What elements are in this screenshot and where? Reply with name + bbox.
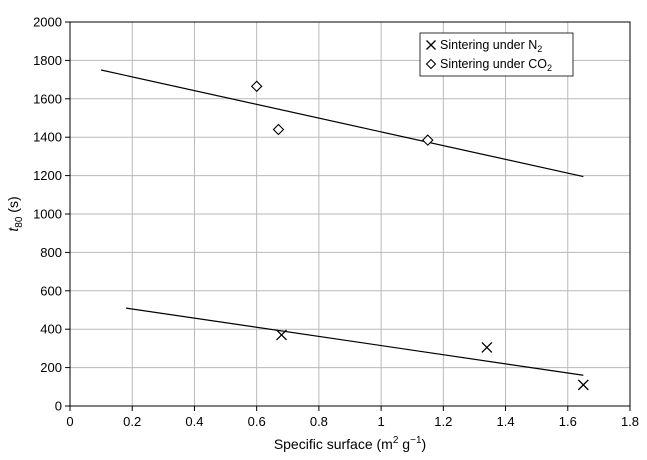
x-axis-label: Specific surface (m2 g−1) [274, 435, 426, 452]
y-tick-label: 1400 [33, 130, 62, 145]
y-tick-label: 1800 [33, 53, 62, 68]
legend-marker-diamond-icon [425, 58, 437, 70]
data-point-n2 [276, 329, 288, 341]
x-tick-label: 0.8 [310, 414, 328, 429]
data-point-co2 [250, 80, 263, 93]
data-point-n2 [577, 379, 589, 391]
y-tick-label: 200 [40, 360, 62, 375]
grid [70, 22, 630, 406]
data-point-co2 [421, 134, 434, 146]
legend: Sintering under N2 Sintering under CO2 [419, 32, 574, 77]
legend-entry-co2: Sintering under CO2 [440, 57, 552, 73]
x-tick-label: 1.6 [559, 414, 577, 429]
y-tick-label: 2000 [33, 15, 62, 30]
trendline-n2 [125, 307, 584, 376]
x-tick-label: 0 [66, 414, 73, 429]
x-tick-label: 1.8 [621, 414, 639, 429]
legend-entry-n2: Sintering under N2 [440, 38, 542, 54]
trendlines [100, 69, 584, 376]
legend-marker-cross-icon [426, 40, 436, 50]
y-tick-label: 1200 [33, 168, 62, 183]
trendline-co2 [100, 69, 584, 178]
data-point-n2 [481, 341, 493, 353]
y-tick-label: 0 [55, 399, 62, 414]
diamond-icon [425, 58, 437, 70]
y-tick-label: 400 [40, 322, 62, 337]
legend-box [419, 32, 574, 77]
data-point-co2 [272, 123, 285, 136]
y-tick-label: 600 [40, 283, 62, 298]
y-tick-label: 1600 [33, 91, 62, 106]
x-tick-label: 1.4 [497, 414, 515, 429]
y-axis-label: t80 (s) [5, 196, 25, 231]
cross-icon [426, 40, 436, 50]
x-tick-label: 1 [377, 414, 384, 429]
data-points [250, 80, 589, 391]
axis-ticks: 0 0.2 0.4 0.6 0.8 1 1.2 1.4 1.6 1.8 0 200 400 600 800 1… [33, 15, 639, 430]
y-tick-label: 800 [40, 245, 62, 260]
x-tick-label: 0.4 [185, 414, 203, 429]
y-tick-label: 1000 [33, 207, 62, 222]
x-tick-label: 0.6 [248, 414, 266, 429]
x-tick-label: 0.2 [123, 414, 141, 429]
x-tick-label: 1.2 [434, 414, 452, 429]
